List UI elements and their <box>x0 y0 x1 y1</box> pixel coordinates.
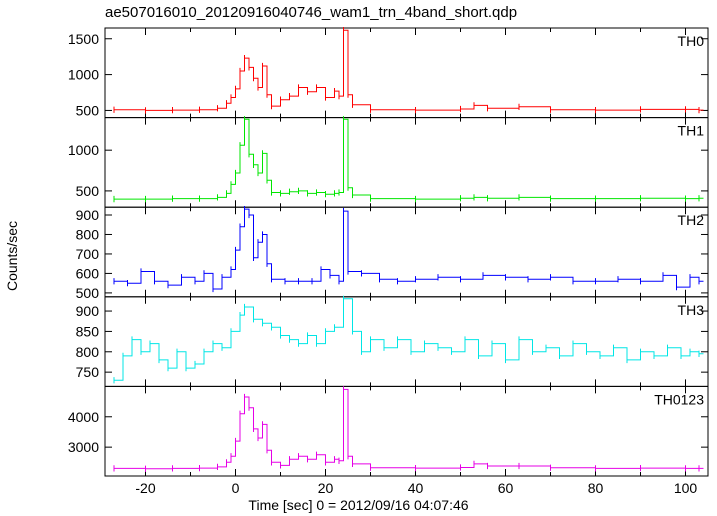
y-tick-label: 700 <box>76 246 100 262</box>
panel-label-th2: TH2 <box>678 212 705 228</box>
y-tick-label: 800 <box>76 226 100 242</box>
panel-frame-th3 <box>104 296 709 387</box>
y-tick-label: 1500 <box>68 31 99 47</box>
y-tick-label: 600 <box>76 265 100 281</box>
panel-frame-th0123 <box>104 385 709 477</box>
y-tick-label: 800 <box>76 344 100 360</box>
y-tick-label: 900 <box>76 303 100 319</box>
y-tick-label: 850 <box>76 323 100 339</box>
series-line-th1 <box>114 118 704 200</box>
y-tick-label: 4000 <box>68 409 99 425</box>
y-tick-label: 500 <box>76 285 100 301</box>
series-line-th2 <box>114 208 704 290</box>
panel-label-th0123: TH0123 <box>654 391 704 407</box>
series-line-th3 <box>114 298 704 381</box>
y-tick-label: 500 <box>76 183 100 199</box>
series-line-th0123 <box>114 388 704 470</box>
panel-label-th1: TH1 <box>678 123 705 139</box>
x-tick-label: 20 <box>318 480 334 496</box>
y-tick-label: 1000 <box>68 67 99 83</box>
panel-label-th3: TH3 <box>678 302 705 318</box>
chart-title: ae507016010_20120916040746_wam1_trn_4ban… <box>105 4 518 21</box>
x-axis-label: Time [sec] 0 = 2012/09/16 04:07:46 <box>248 497 469 513</box>
series-line-th0 <box>114 29 704 111</box>
y-axis-label: Counts/sec <box>4 220 20 292</box>
y-tick-label: 1000 <box>68 142 99 158</box>
x-tick-label: 0 <box>232 480 240 496</box>
panel-frame-th0 <box>104 27 709 119</box>
y-tick-label: 3000 <box>68 439 99 455</box>
x-tick-label: 60 <box>498 480 514 496</box>
x-tick-label: 100 <box>674 480 698 496</box>
x-tick-label: 40 <box>408 480 424 496</box>
x-tick-label: -20 <box>135 480 155 496</box>
y-tick-label: 900 <box>76 207 100 223</box>
y-tick-label: 500 <box>76 102 100 118</box>
y-tick-label: 750 <box>76 364 100 380</box>
panel-frame-th1 <box>104 117 709 208</box>
panel-label-th0: TH0 <box>678 33 705 49</box>
x-tick-label: 80 <box>588 480 604 496</box>
